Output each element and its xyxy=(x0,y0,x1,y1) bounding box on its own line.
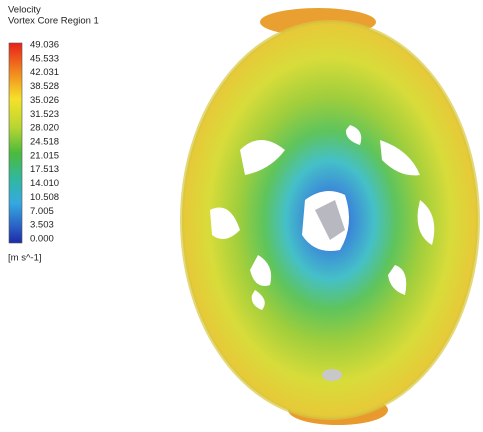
legend-label: 7.005 xyxy=(30,206,54,217)
legend-label: 35.026 xyxy=(30,95,59,106)
hub xyxy=(322,369,342,381)
legend-label: 21.015 xyxy=(30,150,59,161)
legend-label: 3.503 xyxy=(30,220,54,231)
legend-label: 42.031 xyxy=(30,67,59,78)
screenshot: Velocity Vortex Core Region 1 49.036 45.5… xyxy=(0,0,483,432)
legend-title: Velocity xyxy=(8,5,41,16)
color-bar xyxy=(9,43,22,243)
legend-label: 45.533 xyxy=(30,53,59,64)
legend-label: 17.513 xyxy=(30,164,59,175)
legend: Velocity Vortex Core Region 1 49.036 45.5… xyxy=(8,5,99,264)
legend-subtitle: Vortex Core Region 1 xyxy=(8,16,99,27)
legend-label: 10.508 xyxy=(30,192,59,203)
legend-label: 38.528 xyxy=(30,81,59,92)
legend-label: 49.036 xyxy=(30,40,59,51)
legend-label: 14.010 xyxy=(30,178,59,189)
render xyxy=(182,8,478,425)
legend-label: 0.000 xyxy=(30,234,54,245)
legend-unit: [m s^-1] xyxy=(8,253,42,264)
legend-label: 28.020 xyxy=(30,123,59,134)
legend-label: 24.518 xyxy=(30,137,59,148)
legend-label: 31.523 xyxy=(30,109,59,120)
